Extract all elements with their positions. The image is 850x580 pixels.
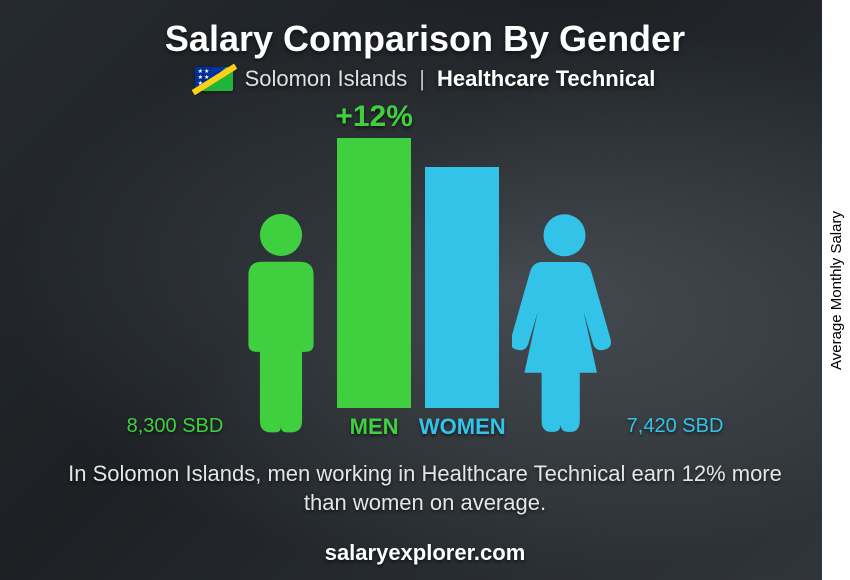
caption-text: In Solomon Islands, men working in Healt…: [60, 459, 790, 518]
women-bar-column: WOMEN: [419, 167, 506, 440]
y-axis-label: Average Monthly Salary: [828, 211, 845, 370]
page-title: Salary Comparison By Gender: [0, 18, 850, 60]
site-credit: salaryexplorer.com: [0, 540, 850, 566]
men-pct-delta: +12%: [335, 100, 413, 134]
gender-salary-chart: 8,300 SBD +12% MEN WOMEN: [0, 100, 850, 440]
women-bar: [425, 167, 499, 408]
man-icon: [233, 210, 329, 440]
men-side: 8,300 SBD: [127, 210, 330, 440]
men-bar-label: MEN: [350, 414, 399, 440]
men-bar-column: +12% MEN: [335, 100, 413, 440]
women-bar-label: WOMEN: [419, 414, 506, 440]
country-label: Solomon Islands: [245, 66, 408, 92]
y-axis-strip: Average Monthly Salary: [822, 0, 850, 580]
subtitle-row: ★★★★★ Solomon Islands | Healthcare Techn…: [0, 66, 850, 92]
men-salary-value: 8,300 SBD: [127, 415, 224, 440]
category-label: Healthcare Technical: [437, 66, 655, 92]
infographic-stage: Salary Comparison By Gender ★★★★★ Solomo…: [0, 0, 850, 580]
women-side: 7,420 SBD: [512, 210, 724, 440]
divider: |: [419, 66, 425, 92]
flag-icon: ★★★★★: [195, 67, 233, 91]
woman-icon: [512, 210, 617, 440]
men-bar: [337, 138, 411, 408]
women-salary-value: 7,420 SBD: [627, 415, 724, 440]
